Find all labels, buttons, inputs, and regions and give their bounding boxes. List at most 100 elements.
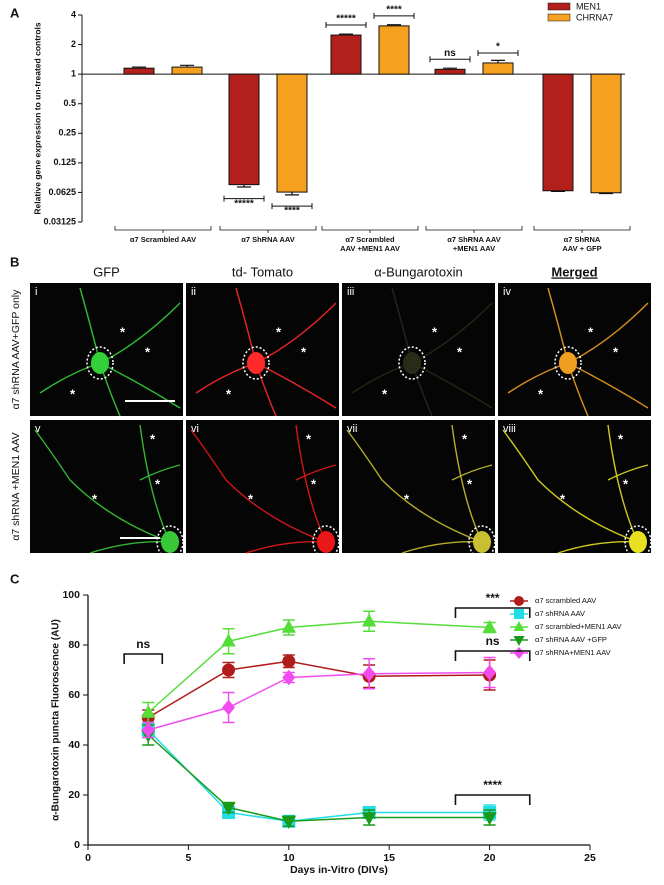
soma [247,352,265,374]
asterisk: * [120,324,126,339]
x-axis-label: Days in-Vitro (DIVs) [290,864,388,876]
bar [590,73,622,194]
panel-label: C [10,571,20,586]
data-point [362,665,376,682]
image-background [342,420,495,553]
x-tick-label: 15 [383,852,395,864]
category-bracket [114,226,212,233]
micrograph: vii * * * [342,420,496,559]
panel-numeral: viii [503,423,516,435]
category-label: α7 Scrambled AAV [130,235,196,244]
data-point [281,816,296,830]
data-point [482,619,497,633]
roi-circle [624,525,652,559]
y-tick-label: 40 [68,739,80,751]
sig-bracket [454,650,531,661]
column-header: α-Bungarotoxin [374,264,462,279]
soma [317,531,335,553]
category-bracket [425,226,523,233]
data-point [222,663,236,677]
y-tick-label: 80 [68,639,80,651]
error-bar [599,192,613,195]
roi-circle [312,525,340,559]
image-background [498,420,651,553]
y-tick-label: 0.125 [53,157,76,167]
data-point [361,812,377,826]
asterisk: * [226,386,232,401]
roi-circle [156,525,184,559]
y-tick-label: 20 [68,789,80,801]
sig-label: **** [284,206,300,217]
data-point [361,613,377,627]
roi-circle [86,346,114,380]
roi-circle [554,346,582,380]
neurite [451,424,483,543]
legend-marker [514,609,524,619]
legend-label: CHRNA7 [576,12,613,22]
micrograph: v * * * [30,420,184,559]
neurite [567,302,649,364]
row-label: α7 shRNA +MEN1 AAV [10,432,22,540]
bar [434,68,466,75]
y-tick-label: 2 [71,39,76,49]
soma [559,352,577,374]
asterisk: * [613,344,619,359]
soma [629,531,647,553]
neurite [607,464,649,481]
neurite [255,302,337,364]
y-tick-label: 100 [62,589,80,601]
asterisk: * [311,476,317,491]
asterisk: * [623,476,629,491]
roi-circle [468,525,496,559]
asterisk: * [70,386,76,401]
error-bar [491,59,505,63]
bar [228,73,260,186]
column-header: GFP [93,264,120,279]
soma [161,531,179,553]
data-point [221,802,236,816]
legend-marker [514,647,524,659]
image-background [186,420,339,553]
legend-swatch [547,13,571,22]
neurite [139,464,181,481]
data-point [141,704,156,718]
y-tick-label: 0.03125 [43,216,76,226]
series-line [147,734,490,823]
category-bracket [321,226,419,233]
data-point [282,669,296,686]
legend-marker [514,596,524,606]
row-label: α7 shRNA AAV+GFP only [10,289,22,410]
micrograph: iv * * * [498,283,651,417]
image-background [30,420,183,553]
data-point [282,654,296,668]
neurite [190,429,327,543]
asterisk: * [560,491,566,506]
asterisk: * [618,431,624,446]
soma [473,531,491,553]
y-tick-label: 0.5 [63,98,76,108]
data-point [222,699,236,716]
data-point [141,722,155,738]
sig-bracket [325,22,367,29]
legend-label: α7 shRNA AAV +GFP [535,635,607,644]
x-tick-label: 25 [584,852,596,864]
category-label: α7 Scrambled [345,235,395,244]
column-header: td- Tomato [232,264,293,279]
x-tick-label: 5 [185,852,191,864]
bar [482,62,514,75]
panel-numeral: vi [191,423,199,435]
y-tick-label: 60 [68,689,80,701]
sig-bracket [477,49,519,56]
neurite [295,464,337,481]
x-tick-label: 0 [85,852,91,864]
category-bracket [533,226,631,233]
asterisk: * [404,491,410,506]
asterisk: * [588,324,594,339]
asterisk: * [467,476,473,491]
legend-label: MEN1 [576,1,601,11]
column-header: Merged [551,264,597,279]
y-tick-label: 1 [71,69,76,79]
panel-numeral: ii [191,286,196,298]
